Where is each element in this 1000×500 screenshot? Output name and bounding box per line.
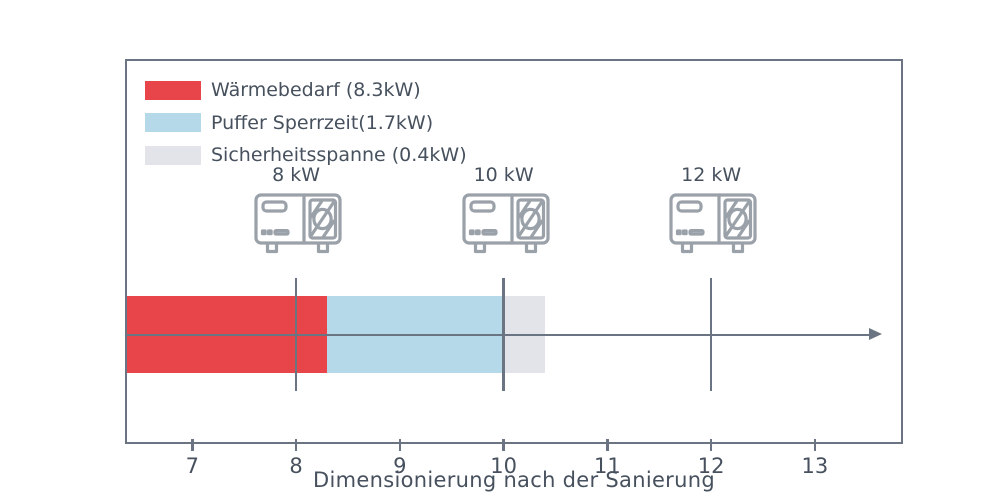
x-axis-label: Dimensionierung nach der Sanierung	[313, 468, 715, 492]
x-tick-label: 9	[393, 454, 407, 478]
x-tick-label: 7	[185, 454, 200, 478]
pump-size-label: 10 kW	[473, 164, 534, 186]
legend-label: Sicherheitsspanne (0.4kW)	[211, 144, 467, 167]
plot-area: Wärmebedarf (8.3kW) Puffer Sperrzeit(1.7…	[125, 59, 903, 478]
x-tick	[502, 439, 505, 451]
legend-label: Puffer Sperrzeit(1.7kW)	[211, 111, 434, 134]
dimension-arrow-line	[127, 333, 870, 337]
x-tick	[813, 439, 817, 451]
legend-label: Wärmebedarf (8.3kW)	[211, 79, 421, 102]
x-tick	[191, 439, 194, 451]
x-tick	[606, 439, 609, 451]
dimension-arrow-head	[869, 328, 883, 341]
legend-swatch-puffer-sperrzeit	[145, 113, 201, 133]
legend-swatch-sicherheitsspanne	[145, 145, 201, 165]
pump-size-label: 8 kW	[272, 164, 321, 186]
x-tick-label: 11	[594, 454, 621, 478]
x-tick-label: 10	[490, 454, 517, 478]
heat-pump-icon	[462, 193, 550, 254]
legend-swatch-waermebedarf	[145, 80, 201, 100]
x-tick	[398, 439, 402, 451]
legend-item: Sicherheitsspanne (0.4kW)	[145, 139, 467, 172]
pump-size-marker-line	[294, 278, 298, 391]
legend: Wärmebedarf (8.3kW) Puffer Sperrzeit(1.7…	[145, 74, 467, 172]
heat-pump-icon	[254, 193, 342, 254]
x-tick-label: 13	[801, 454, 829, 478]
pump-size-marker-line	[709, 278, 713, 391]
pump-size-marker-line	[502, 278, 505, 391]
legend-item: Wärmebedarf (8.3kW)	[145, 74, 467, 107]
x-tick-label: 12	[697, 454, 725, 478]
x-tick	[294, 439, 298, 451]
pump-size-label: 12 kW	[681, 164, 742, 186]
x-tick	[709, 439, 713, 451]
heat-pump-icon	[669, 193, 757, 254]
legend-item: Puffer Sperrzeit(1.7kW)	[145, 107, 467, 140]
x-tick-label: 8	[289, 454, 303, 478]
